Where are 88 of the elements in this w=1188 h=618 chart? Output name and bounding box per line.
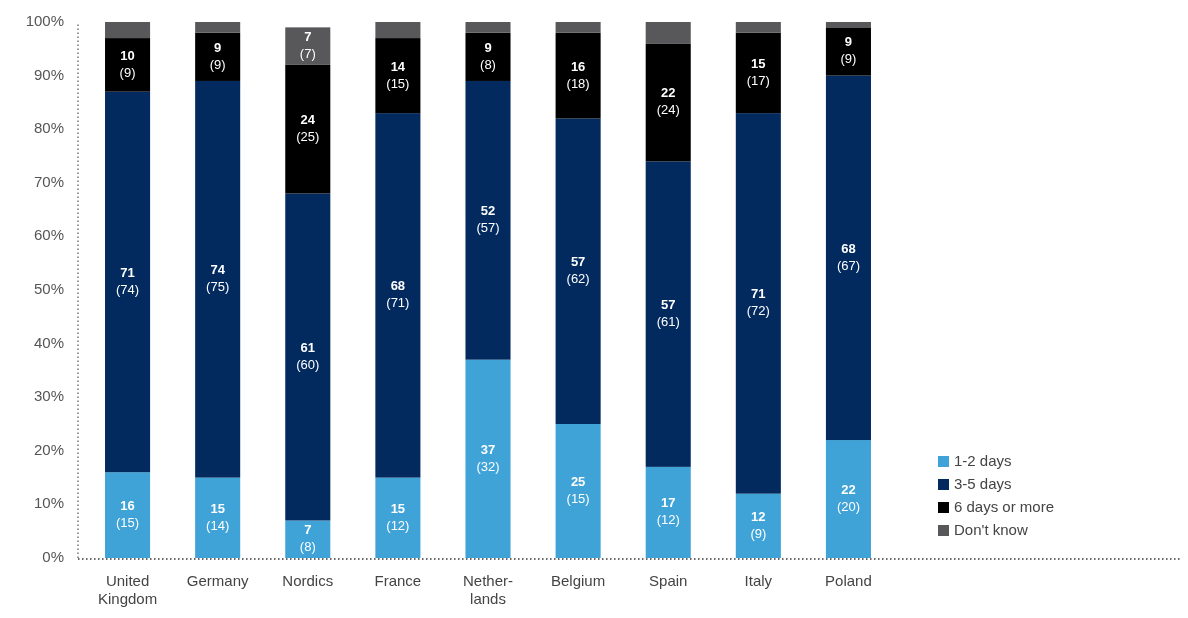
y-tick-label: 30% xyxy=(33,387,64,405)
y-tick-label: 10% xyxy=(33,494,64,512)
y-tick-label: 40% xyxy=(33,333,64,351)
data-label: 9 (8) xyxy=(480,40,496,73)
data-label: 9 (9) xyxy=(840,34,857,67)
x-tick-label: Poland xyxy=(825,572,872,589)
data-label: 71 (74) xyxy=(116,265,140,298)
data-label: 61 (60) xyxy=(296,340,320,373)
legend-label: 3-5 days xyxy=(954,474,1012,492)
bar xyxy=(645,161,691,467)
bar xyxy=(555,118,601,424)
bar xyxy=(105,91,151,473)
bar xyxy=(645,466,691,558)
data-label: 15 (12) xyxy=(386,501,410,534)
bar xyxy=(195,80,241,478)
bar xyxy=(645,43,691,162)
y-tick-label: 90% xyxy=(33,65,64,83)
data-label: 57 (62) xyxy=(566,254,590,287)
x-tick-label: Belgium xyxy=(551,572,606,589)
bar xyxy=(465,22,511,33)
data-label: 52 (57) xyxy=(476,203,500,236)
bar xyxy=(375,477,421,558)
data-label: 16 (18) xyxy=(566,59,590,92)
data-label: 16 (15) xyxy=(116,498,140,531)
bar xyxy=(555,22,601,33)
bar xyxy=(735,22,781,33)
x-tick-label: France xyxy=(374,572,422,589)
bar xyxy=(825,27,871,76)
bar xyxy=(195,32,241,81)
bar xyxy=(195,477,241,558)
x-tick-label: United Kingdom xyxy=(97,572,158,607)
data-label: 7 (7) xyxy=(299,29,316,62)
bar xyxy=(735,113,781,494)
data-label: 22 (24) xyxy=(656,85,680,118)
bar xyxy=(105,22,151,39)
y-tick-label: 50% xyxy=(33,279,64,297)
data-label: 7 (8) xyxy=(299,522,316,555)
bar xyxy=(285,27,331,65)
legend-label: 1-2 days xyxy=(954,451,1012,469)
data-label: 17 (12) xyxy=(656,495,680,528)
x-tick-label: Italy xyxy=(744,572,773,589)
bar xyxy=(465,80,511,360)
data-label: 57 (61) xyxy=(656,297,680,330)
data-label: 68 (67) xyxy=(836,241,860,274)
bar xyxy=(465,359,511,558)
data-label: 22 (20) xyxy=(836,482,860,515)
y-tick-label: 70% xyxy=(33,172,64,190)
x-tick-label: Nordics xyxy=(282,572,334,589)
bar xyxy=(105,472,151,558)
bar xyxy=(555,424,601,558)
bar xyxy=(465,32,511,81)
data-label: 14 (15) xyxy=(386,59,410,92)
bar xyxy=(735,493,781,558)
bar xyxy=(105,38,151,92)
bar xyxy=(285,64,331,194)
bar xyxy=(825,440,871,558)
bar xyxy=(285,520,331,558)
y-tick-label: 60% xyxy=(33,226,64,244)
data-label: 10 (9) xyxy=(119,48,136,81)
y-tick-label: 100% xyxy=(25,11,64,29)
y-tick-label: 0% xyxy=(42,547,64,565)
data-label: 24 (25) xyxy=(296,112,320,145)
bar xyxy=(825,22,871,28)
bar xyxy=(555,32,601,119)
x-tick-label: Spain xyxy=(649,572,688,589)
bar xyxy=(285,193,331,521)
bar xyxy=(375,22,421,39)
data-label: 74 (75) xyxy=(206,262,230,295)
legend-label: 6 days or more xyxy=(954,497,1055,515)
x-tick-label: Nether-lands xyxy=(462,572,514,607)
y-tick-label: 20% xyxy=(33,440,64,458)
bar xyxy=(825,75,871,441)
data-label: 37 (32) xyxy=(476,442,500,475)
legend-label: Don't know xyxy=(954,520,1028,538)
data-label: 15 (17) xyxy=(746,56,770,89)
data-label: 25 (15) xyxy=(566,474,590,507)
data-label: 15 (14) xyxy=(206,501,230,534)
y-tick-label: 80% xyxy=(33,119,64,137)
x-tick-label: Germany xyxy=(186,572,250,589)
bar xyxy=(195,22,241,33)
data-label: 12 (9) xyxy=(750,509,767,542)
bar xyxy=(735,32,781,114)
data-label: 71 (72) xyxy=(746,286,770,319)
bar xyxy=(375,38,421,114)
bar xyxy=(375,113,421,478)
data-label: 68 (71) xyxy=(386,278,410,311)
data-label: 9 (9) xyxy=(209,40,226,73)
bar xyxy=(645,22,691,44)
